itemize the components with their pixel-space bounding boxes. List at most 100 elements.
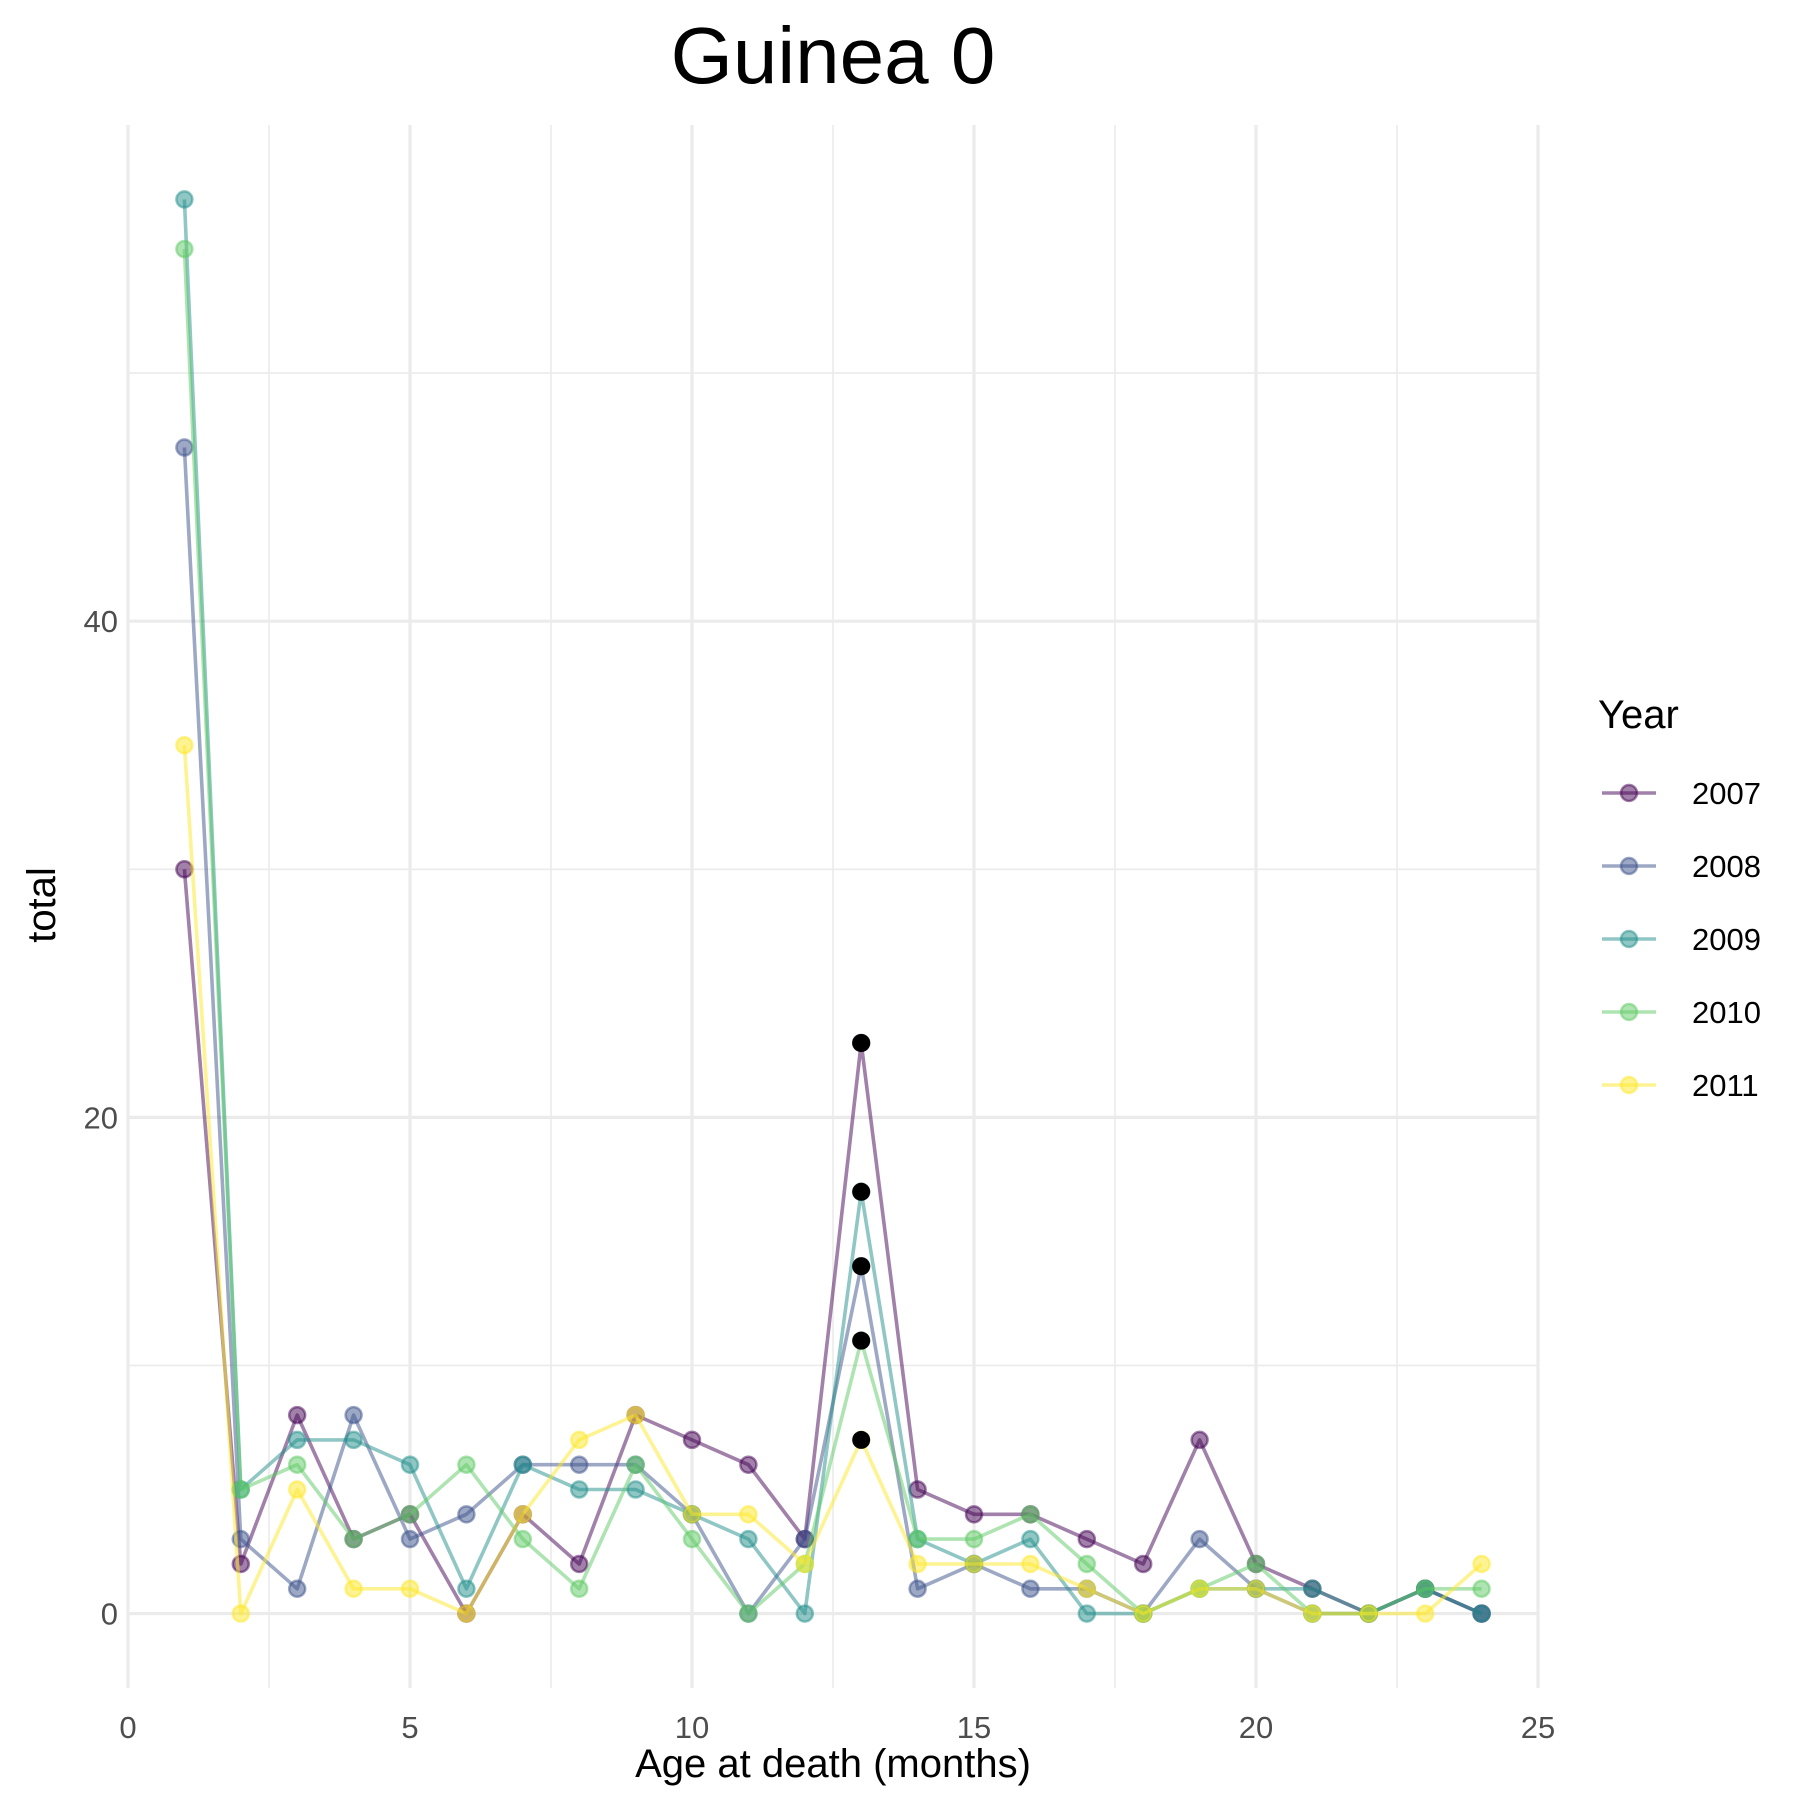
data-point-2011: [569, 1430, 589, 1450]
x-axis-title: Age at death (months): [635, 1742, 1031, 1786]
x-tick-label: 0: [119, 1710, 136, 1745]
series-2011: [175, 735, 1491, 1623]
data-point-2011: [1133, 1604, 1153, 1623]
data-point-2009: [344, 1430, 363, 1450]
highlight-point: [852, 1182, 871, 1201]
legend-item-2010: 2010: [1602, 995, 1761, 1030]
x-tick-label: 15: [957, 1710, 991, 1745]
data-point-2011: [231, 1604, 251, 1623]
data-point-2008: [287, 1579, 307, 1599]
legend: Year 2007 2008 2009 2010 2011: [1598, 693, 1761, 1103]
data-point-2011: [1303, 1604, 1322, 1623]
legend-label-2009: 2009: [1692, 922, 1761, 957]
data-point-2010: [231, 1480, 251, 1499]
data-point-2008: [908, 1579, 927, 1599]
data-point-2010: [1021, 1505, 1040, 1524]
legend-label-2010: 2010: [1692, 995, 1761, 1030]
data-point-2008: [457, 1505, 476, 1524]
data-point-2009: [287, 1430, 307, 1450]
data-point-2010: [908, 1529, 927, 1549]
legend-title: Year: [1598, 693, 1679, 737]
data-point-2009: [1077, 1604, 1097, 1623]
data-point-2011: [457, 1604, 476, 1623]
chart-title: Guinea 0: [671, 11, 996, 100]
data-point-2010: [513, 1529, 533, 1549]
y-axis-title: total: [20, 867, 64, 943]
data-point-2009: [795, 1604, 815, 1623]
minor-grid: [128, 125, 1538, 1688]
data-point-2009: [739, 1529, 758, 1549]
legend-item-2009: 2009: [1602, 922, 1761, 957]
data-point-2007: [231, 1554, 251, 1574]
data-point-2007: [682, 1430, 702, 1450]
data-point-2011: [964, 1554, 984, 1574]
data-point-2011: [513, 1505, 533, 1524]
data-point-2011: [739, 1505, 758, 1524]
legend-marker-2011: [1619, 1075, 1639, 1095]
data-point-2009: [1021, 1529, 1040, 1549]
legend-item-2008: 2008: [1602, 849, 1761, 884]
data-point-2007: [569, 1554, 589, 1574]
series-line-2011: [182, 745, 1483, 1616]
x-tick-label: 10: [675, 1710, 709, 1745]
data-point-2010: [175, 239, 194, 259]
legend-item-2011: 2011: [1602, 1068, 1759, 1103]
legend-marker-2009: [1619, 929, 1639, 949]
series-2010: [175, 239, 1491, 1623]
legend-items: 2007 2008 2009 2010 2011: [1602, 776, 1761, 1103]
data-point-2007: [1077, 1529, 1097, 1549]
data-point-2010: [1246, 1554, 1266, 1574]
data-point-2011: [344, 1579, 363, 1599]
series-line-2009: [182, 199, 1483, 1616]
highlight-point: [852, 1430, 871, 1449]
legend-label-2007: 2007: [1692, 776, 1761, 811]
legend-label-2011: 2011: [1692, 1068, 1759, 1103]
data-point-2010: [682, 1529, 702, 1549]
x-tick-label: 5: [401, 1710, 418, 1745]
x-tick-labels: 0 5 10 15 20 25: [119, 1710, 1555, 1745]
legend-marker-2007: [1619, 783, 1639, 803]
series-layer: [175, 190, 1491, 1623]
data-point-2009: [400, 1455, 420, 1474]
series-line-2010: [182, 248, 1482, 1616]
legend-marker-2010: [1619, 1002, 1639, 1022]
data-point-2011: [1359, 1604, 1379, 1623]
data-point-2010: [1472, 1579, 1491, 1599]
data-point-2010: [964, 1529, 984, 1549]
data-point-2011: [626, 1405, 645, 1425]
highlight-point: [852, 1331, 871, 1350]
data-point-2008: [1190, 1529, 1209, 1549]
x-tick-label: 25: [1521, 1710, 1555, 1745]
data-point-2007: [175, 860, 194, 879]
data-point-2010: [739, 1604, 758, 1623]
data-point-2011: [682, 1505, 702, 1524]
data-point-2011: [1415, 1604, 1435, 1623]
data-point-2008: [400, 1529, 420, 1549]
y-tick-label: 0: [101, 1597, 118, 1632]
data-point-2010: [1077, 1554, 1097, 1574]
data-point-2007: [1190, 1430, 1209, 1450]
data-point-2010: [457, 1455, 476, 1474]
data-point-2011: [400, 1579, 420, 1599]
data-point-2010: [626, 1455, 645, 1474]
legend-item-2007: 2007: [1602, 776, 1761, 811]
data-point-2011: [1021, 1554, 1040, 1574]
data-point-2011: [1190, 1579, 1209, 1599]
data-point-2007: [964, 1505, 984, 1524]
data-point-2011: [795, 1554, 815, 1574]
data-point-2009: [175, 190, 194, 209]
data-point-2009: [569, 1480, 589, 1499]
data-point-2008: [344, 1405, 363, 1425]
data-point-2009: [457, 1579, 476, 1599]
data-point-2008: [1021, 1579, 1040, 1599]
x-tick-label: 20: [1239, 1710, 1273, 1745]
data-point-2009: [1303, 1579, 1322, 1599]
data-point-2009: [513, 1455, 533, 1474]
legend-label-2008: 2008: [1692, 849, 1761, 884]
data-point-2011: [287, 1480, 307, 1499]
data-point-2008: [175, 438, 194, 457]
data-point-2011: [175, 735, 194, 755]
data-point-2011: [1472, 1554, 1491, 1574]
data-point-2011: [1077, 1579, 1097, 1599]
data-point-2009: [626, 1480, 645, 1499]
